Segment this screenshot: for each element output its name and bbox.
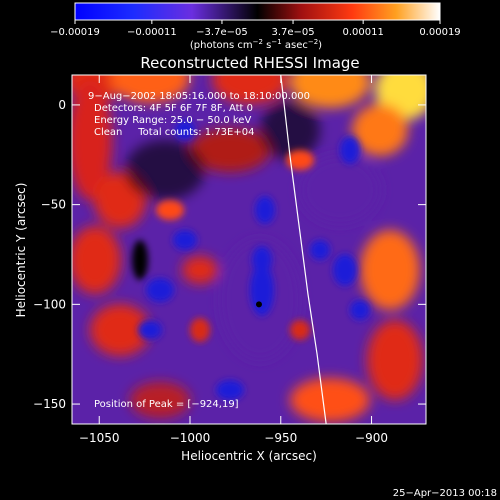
heatmap-blob: [146, 278, 174, 302]
heatmap-blob: [110, 75, 190, 103]
heatmap-blob: [255, 196, 275, 224]
colorbar-tick-label: 0.00019: [419, 27, 460, 38]
x-tick-label: −950: [264, 431, 297, 445]
heatmap-blob: [333, 254, 357, 286]
heatmap-blob: [130, 382, 190, 418]
y-tick-label: 0: [58, 98, 66, 112]
heatmap-blob: [290, 320, 310, 340]
heatmap-image: [72, 75, 426, 424]
heatmap-blob: [286, 150, 314, 170]
colorbar: [74, 2, 441, 21]
colorbar-ticks: −0.00019 −0.00011 −3.7e−05 3.7e−05 0.00011 0.…: [50, 20, 461, 38]
heatmap-blob: [190, 318, 210, 342]
x-axis-label: Heliocentric X (arcsec): [181, 449, 317, 463]
colorbar-tick-label: −0.00011: [127, 27, 177, 38]
heatmap-blob: [352, 104, 408, 156]
heatmap-blob: [156, 200, 184, 220]
y-tick-label: −100: [33, 297, 66, 311]
colorbar-tick-label: 0.00011: [342, 27, 383, 38]
heatmap-blob: [360, 230, 420, 310]
y-axis-label: Heliocentric Y (arcsec): [14, 183, 28, 318]
heatmap-blob: [250, 264, 274, 316]
heatmap-blob: [173, 230, 197, 250]
colorbar-tick-label: −0.00019: [50, 27, 100, 38]
heatmap-blob: [340, 136, 360, 164]
heatmap-blob: [90, 304, 150, 356]
heatmap-blob: [138, 320, 162, 340]
colorbar-unit-label: (photons cm−2 s−1 asec−2): [190, 38, 322, 51]
solar-limb-line: [280, 75, 327, 424]
footer-timestamp: 25−Apr−2013 00:18: [393, 488, 497, 499]
peak-position-label: Position of Peak = [−924,19]: [94, 399, 239, 410]
plot-frame: [71, 74, 427, 425]
annotation-time: 9−Aug−2002 18:05:16.000 to 18:10:00.000: [88, 91, 310, 102]
x-tick-label: −900: [355, 431, 388, 445]
heatmap-blob: [132, 240, 148, 280]
colorbar-tick-label: 3.7e−05: [271, 27, 314, 38]
heatmap-blob: [190, 128, 270, 172]
heatmap-blob: [260, 100, 320, 160]
y-axis-ticks: 0 −50 −100 −150: [33, 98, 426, 411]
heatmap-blob: [290, 75, 370, 108]
heatmap-blob: [367, 320, 423, 400]
heatmap-blob: [125, 140, 205, 200]
x-tick-label: −1050: [79, 431, 120, 445]
heatmap-blob: [212, 75, 288, 104]
x-tick-label: −1000: [170, 431, 211, 445]
colorbar-tick-label: −3.7e−05: [196, 27, 248, 38]
heatmap-blob: [182, 256, 218, 284]
x-axis-ticks: −1050 −1000 −950 −900: [79, 75, 388, 445]
y-tick-label: −150: [33, 397, 66, 411]
heatmap-blob: [300, 156, 380, 224]
info-annotations: 9−Aug−2002 18:05:16.000 to 18:10:00.000 …: [88, 91, 310, 410]
annotation-detectors: Detectors: 4F 5F 6F 7F 8F, Att 0: [94, 103, 253, 114]
annotation-counts: Clean Total counts: 1.73E+04: [94, 127, 254, 138]
heatmap-blob: [72, 226, 121, 294]
heatmap-blob: [290, 378, 370, 422]
heatmap-blob: [350, 300, 370, 320]
heatmap-blob: [175, 120, 195, 140]
peak-marker: [255, 301, 262, 308]
heatmap-blob: [72, 80, 112, 200]
y-tick-label: −50: [41, 198, 66, 212]
annotation-energy: Energy Range: 25.0 − 50.0 keV: [94, 115, 251, 126]
heatmap-blob: [310, 240, 330, 260]
chart-title: Reconstructed RHESSI Image: [140, 54, 359, 72]
heatmap-blob: [216, 380, 244, 400]
heatmap-blob: [252, 246, 272, 274]
